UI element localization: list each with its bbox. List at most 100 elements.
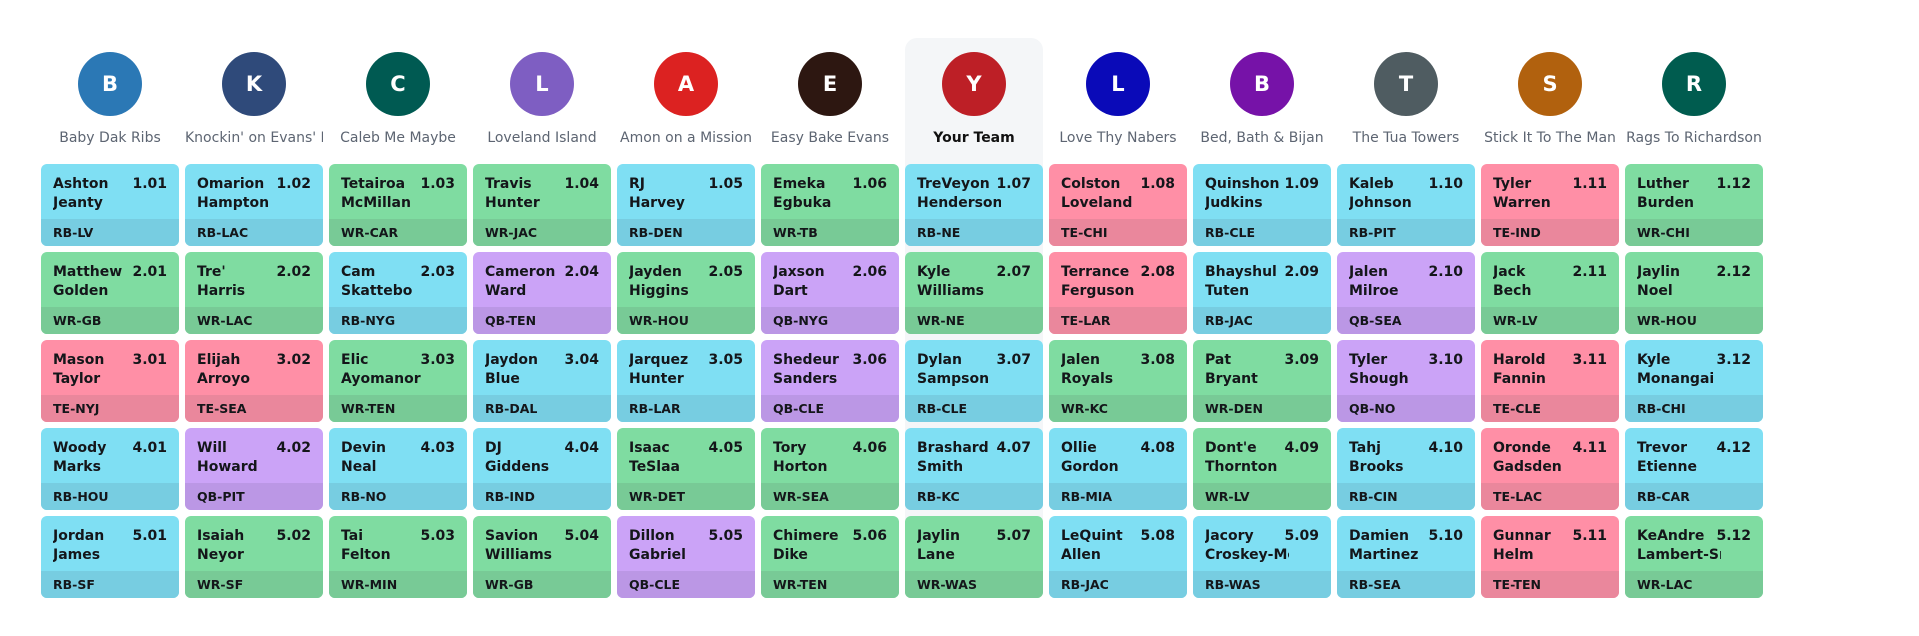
pick-card[interactable]: Isaiah Neyor 5.02 WR-SF (185, 516, 323, 598)
pick-number: 5.09 (1284, 528, 1319, 544)
player-first-name: Gunnar (1493, 528, 1551, 544)
pick-number: 4.06 (852, 440, 887, 456)
draft-board: B Baby Dak Ribs Ashton Jeanty 1.01 RB-LV Matth… (41, 38, 1763, 598)
pick-card[interactable]: Travis Hunter 1.04 WR-JAC (473, 164, 611, 246)
pick-card[interactable]: Quinshon Judkins 1.09 RB-CLE (1193, 164, 1331, 246)
team-name[interactable]: Amon on a Mission (620, 130, 752, 146)
pick-card[interactable]: Tyler Warren 1.11 TE-IND (1481, 164, 1619, 246)
pick-card[interactable]: Brashard Smith 4.07 RB-KC (905, 428, 1043, 510)
player-name: Jaylin Lane (917, 527, 1001, 565)
pick-card[interactable]: Luther Burden 1.12 WR-CHI (1625, 164, 1763, 246)
pick-card[interactable]: Tory Horton 4.06 WR-SEA (761, 428, 899, 510)
pick-card[interactable]: Trevor Etienne 4.12 RB-CAR (1625, 428, 1763, 510)
pick-card[interactable]: Jalen Milroe 2.10 QB-SEA (1337, 252, 1475, 334)
team-name[interactable]: Love Thy Nabers (1059, 130, 1177, 146)
pick-card[interactable]: Terrance Ferguson 2.08 TE-LAR (1049, 252, 1187, 334)
team-name[interactable]: Knockin' on Evans' Door (185, 130, 323, 146)
pick-card[interactable]: Will Howard 4.02 QB-PIT (185, 428, 323, 510)
pick-card[interactable]: Tai Felton 5.03 WR-MIN (329, 516, 467, 598)
team-avatar[interactable]: R (1662, 52, 1726, 116)
team-name[interactable]: Rags To Richardson (1626, 130, 1762, 146)
pick-card[interactable]: Jayden Higgins 2.05 WR-HOU (617, 252, 755, 334)
team-avatar[interactable]: C (366, 52, 430, 116)
pick-card[interactable]: Shedeur Sanders 3.06 QB-CLE (761, 340, 899, 422)
team-avatar[interactable]: L (510, 52, 574, 116)
team-name[interactable]: The Tua Towers (1352, 130, 1460, 146)
team-name[interactable]: Bed, Bath & Bijan (1200, 130, 1324, 146)
pick-card[interactable]: Gunnar Helm 5.11 TE-TEN (1481, 516, 1619, 598)
pick-card[interactable]: Cam Skattebo 2.03 RB-NYG (329, 252, 467, 334)
pick-card[interactable]: Ashton Jeanty 1.01 RB-LV (41, 164, 179, 246)
player-last-name: Burden (1637, 195, 1695, 211)
pick-card[interactable]: Jaxson Dart 2.06 QB-NYG (761, 252, 899, 334)
pick-card[interactable]: Omarion Hampton 1.02 RB-LAC (185, 164, 323, 246)
pick-card[interactable]: Jordan James 5.01 RB-SF (41, 516, 179, 598)
pick-card[interactable]: Jaydon Blue 3.04 RB-DAL (473, 340, 611, 422)
pick-card[interactable]: Dylan Sampson 3.07 RB-CLE (905, 340, 1043, 422)
pick-card[interactable]: Savion Williams 5.04 WR-GB (473, 516, 611, 598)
team-name[interactable]: Baby Dak Ribs (59, 130, 161, 146)
pick-list: Quinshon Judkins 1.09 RB-CLE Bhayshul Tuten 2.… (1193, 164, 1331, 598)
team-avatar[interactable]: E (798, 52, 862, 116)
position-team-label: RB-CLE (905, 395, 1043, 422)
pick-card[interactable]: Chimere Dike 5.06 WR-TEN (761, 516, 899, 598)
pick-card[interactable]: KeAndre Lambert-Smith 5.12 WR-LAC (1625, 516, 1763, 598)
pick-card[interactable]: Jaylin Noel 2.12 WR-HOU (1625, 252, 1763, 334)
pick-number: 2.12 (1716, 264, 1751, 280)
pick-card[interactable]: Elic Ayomanor 3.03 WR-TEN (329, 340, 467, 422)
pick-card[interactable]: Tyler Shough 3.10 QB-NO (1337, 340, 1475, 422)
team-avatar[interactable]: B (1230, 52, 1294, 116)
position-team-label: RB-CHI (1625, 395, 1763, 422)
team-name[interactable]: Your Team (933, 130, 1015, 146)
team-avatar[interactable]: T (1374, 52, 1438, 116)
pick-card[interactable]: Jalen Royals 3.08 WR-KC (1049, 340, 1187, 422)
pick-card[interactable]: Pat Bryant 3.09 WR-DEN (1193, 340, 1331, 422)
team-name[interactable]: Loveland Island (487, 130, 597, 146)
pick-card[interactable]: Dillon Gabriel 5.05 QB-CLE (617, 516, 755, 598)
team-column: B Baby Dak Ribs Ashton Jeanty 1.01 RB-LV Matth… (41, 38, 179, 598)
pick-card[interactable]: Harold Fannin 3.11 TE-CLE (1481, 340, 1619, 422)
pick-card[interactable]: Tahj Brooks 4.10 RB-CIN (1337, 428, 1475, 510)
pick-card[interactable]: Woody Marks 4.01 RB-HOU (41, 428, 179, 510)
pick-card[interactable]: Tre' Harris 2.02 WR-LAC (185, 252, 323, 334)
player-name: Savion Williams (485, 527, 569, 565)
pick-card[interactable]: Tetairoa McMillan 1.03 WR-CAR (329, 164, 467, 246)
pick-card[interactable]: Jarquez Hunter 3.05 RB-LAR (617, 340, 755, 422)
pick-card[interactable]: Jaylin Lane 5.07 WR-WAS (905, 516, 1043, 598)
team-name[interactable]: Caleb Me Maybe (340, 130, 456, 146)
pick-card[interactable]: TreVeyon Henderson 1.07 RB-NE (905, 164, 1043, 246)
position-team-label: RB-IND (473, 483, 611, 510)
pick-card[interactable]: Dont'e Thornton 4.09 WR-LV (1193, 428, 1331, 510)
team-avatar[interactable]: B (78, 52, 142, 116)
pick-card[interactable]: Damien Martinez 5.10 RB-SEA (1337, 516, 1475, 598)
pick-card[interactable]: Matthew Golden 2.01 WR-GB (41, 252, 179, 334)
pick-card[interactable]: Emeka Egbuka 1.06 WR-TB (761, 164, 899, 246)
pick-card[interactable]: Devin Neal 4.03 RB-NO (329, 428, 467, 510)
team-avatar[interactable]: A (654, 52, 718, 116)
team-name[interactable]: Stick It To The Man (1484, 130, 1616, 146)
pick-card[interactable]: Isaac TeSlaa 4.05 WR-DET (617, 428, 755, 510)
pick-card[interactable]: Ollie Gordon 4.08 RB-MIA (1049, 428, 1187, 510)
team-avatar[interactable]: K (222, 52, 286, 116)
pick-card[interactable]: Jacory Croskey-Merritt 5.09 RB-WAS (1193, 516, 1331, 598)
pick-card[interactable]: Mason Taylor 3.01 TE-NYJ (41, 340, 179, 422)
pick-card[interactable]: Kaleb Johnson 1.10 RB-PIT (1337, 164, 1475, 246)
pick-card[interactable]: LeQuint Allen 5.08 RB-JAC (1049, 516, 1187, 598)
player-last-name: Horton (773, 459, 828, 475)
pick-card[interactable]: Cameron Ward 2.04 QB-TEN (473, 252, 611, 334)
pick-card[interactable]: DJ Giddens 4.04 RB-IND (473, 428, 611, 510)
pick-card[interactable]: Elijah Arroyo 3.02 TE-SEA (185, 340, 323, 422)
pick-card[interactable]: Oronde Gadsden 4.11 TE-LAC (1481, 428, 1619, 510)
pick-card[interactable]: RJ Harvey 1.05 RB-DEN (617, 164, 755, 246)
pick-card[interactable]: Kyle Monangai 3.12 RB-CHI (1625, 340, 1763, 422)
team-name[interactable]: Easy Bake Evans (770, 130, 890, 146)
pick-card[interactable]: Jack Bech 2.11 WR-LV (1481, 252, 1619, 334)
pick-card[interactable]: Kyle Williams 2.07 WR-NE (905, 252, 1043, 334)
team-avatar[interactable]: Y (942, 52, 1006, 116)
player-first-name: KeAndre (1637, 528, 1705, 544)
team-avatar[interactable]: S (1518, 52, 1582, 116)
pick-card[interactable]: Colston Loveland 1.08 TE-CHI (1049, 164, 1187, 246)
player-first-name: Elic (341, 352, 369, 368)
team-avatar[interactable]: L (1086, 52, 1150, 116)
pick-card[interactable]: Bhayshul Tuten 2.09 RB-JAC (1193, 252, 1331, 334)
